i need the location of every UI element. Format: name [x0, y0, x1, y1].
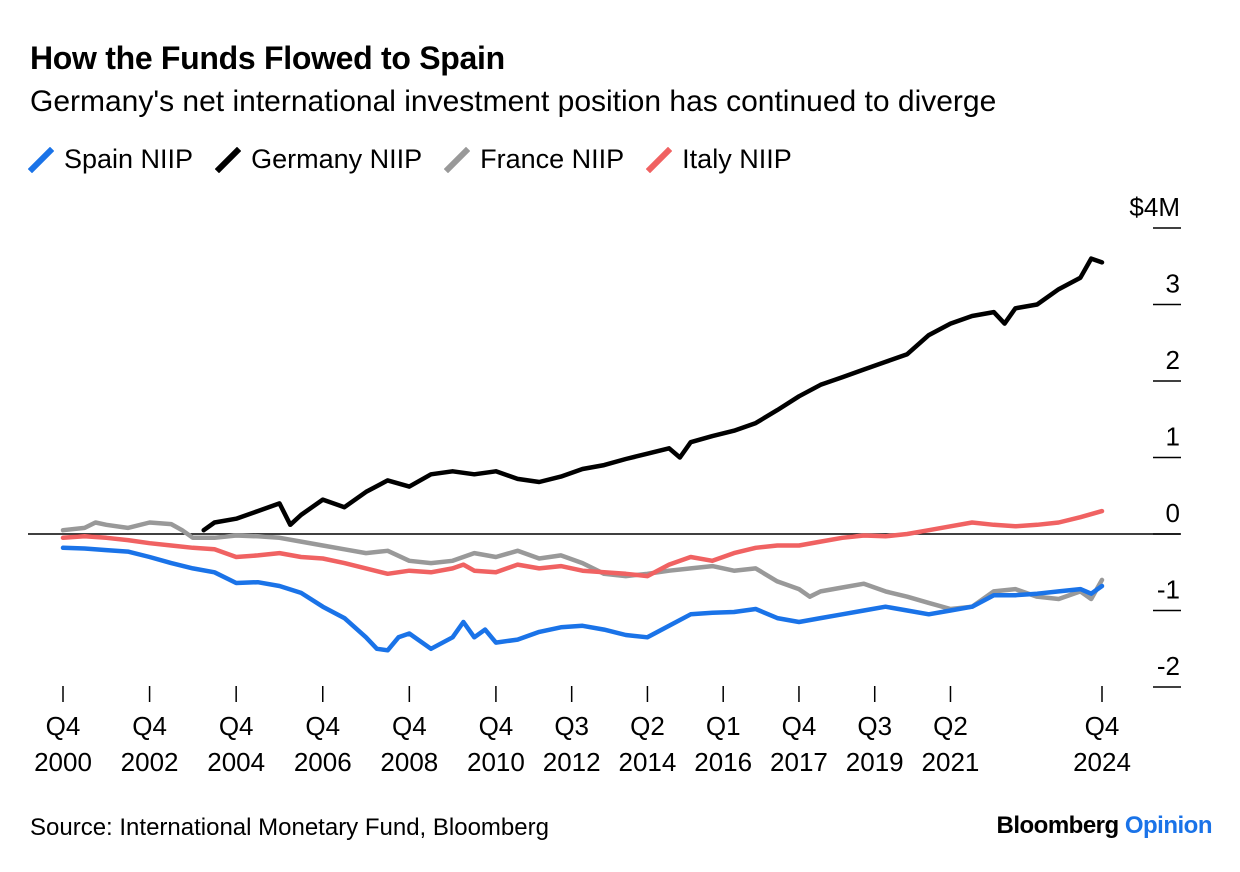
- x-tick-label-line2: 2012: [543, 747, 601, 777]
- x-tick-label-line1: Q1: [706, 711, 741, 741]
- brand-logo: Bloomberg Opinion: [997, 812, 1213, 840]
- x-tick-label-line1: Q4: [479, 711, 514, 741]
- source-note: Source: International Monetary Fund, Blo…: [30, 814, 549, 841]
- x-tick-label-line2: 2019: [846, 747, 904, 777]
- legend-swatch-spain: [28, 146, 54, 173]
- y-tick-label: -2: [1157, 651, 1180, 681]
- legend-swatch-italy: [646, 146, 673, 173]
- series-line-france: [60, 520, 1105, 612]
- x-tick-label-line2: 2014: [619, 747, 677, 777]
- x-tick-label-line1: Q4: [392, 711, 427, 741]
- series-line-germany: [201, 256, 1105, 533]
- x-tick-label-line2: 2010: [467, 747, 525, 777]
- x-tick-label-line1: Q4: [46, 711, 81, 741]
- x-tick-label-line1: Q3: [857, 711, 892, 741]
- x-tick-label-line2: 2016: [694, 747, 752, 777]
- y-tick-label: $4M: [1129, 192, 1180, 222]
- legend-item-spain: Spain NIIP: [28, 144, 193, 175]
- legend-swatch-germany: [215, 146, 242, 173]
- y-tick-label: 3: [1166, 269, 1180, 299]
- x-tick-label-line2: 2002: [121, 747, 179, 777]
- x-tick-label-line1: Q2: [933, 711, 968, 741]
- series-line-spain: [60, 545, 1105, 653]
- brand-suffix: Opinion: [1124, 812, 1213, 839]
- legend-label-france: France NIIP: [480, 144, 625, 174]
- x-tick-label-line1: Q3: [554, 711, 589, 741]
- chart-legend: Spain NIIP Germany NIIP France NIIP Ital…: [28, 144, 814, 175]
- chart-title: How the Funds Flowed to Spain: [30, 40, 505, 76]
- x-tick-label-line1: Q4: [219, 711, 254, 741]
- x-tick-label-line2: 2006: [294, 747, 352, 777]
- chart-subtitle: Germany's net international investment p…: [30, 85, 997, 118]
- x-tick-label-line1: Q4: [132, 711, 167, 741]
- series-line-italy: [60, 508, 1105, 579]
- x-tick-label-line1: Q4: [782, 711, 817, 741]
- x-tick-label-line2: 2004: [207, 747, 265, 777]
- legend-label-italy: Italy NIIP: [682, 144, 792, 174]
- legend-item-france: France NIIP: [444, 144, 624, 175]
- x-tick-label-line1: Q4: [305, 711, 340, 741]
- x-tick-label-line2: 2024: [1073, 747, 1131, 777]
- line-chart: $4M 3 2 1 0 -1 -2 Q4 2000 Q4 2002 Q4 2004 Q4 2006 Q4 200…: [28, 192, 1181, 777]
- x-tick-label-line2: 2017: [770, 747, 828, 777]
- x-tick-label-line2: 2021: [922, 747, 980, 777]
- x-tick-label-line2: 2000: [34, 747, 92, 777]
- y-tick-label: 2: [1166, 345, 1180, 375]
- x-tick-label-line1: Q2: [630, 711, 665, 741]
- legend-item-germany: Germany NIIP: [215, 144, 422, 175]
- legend-swatch-france: [444, 146, 471, 173]
- y-tick-label: 0: [1166, 498, 1180, 528]
- y-tick-label: -1: [1157, 575, 1180, 605]
- legend-label-spain: Spain NIIP: [64, 144, 194, 174]
- x-tick-label-line1: Q4: [1085, 711, 1120, 741]
- y-tick-label: 1: [1166, 422, 1180, 452]
- legend-label-germany: Germany NIIP: [251, 144, 423, 174]
- legend-item-italy: Italy NIIP: [646, 144, 792, 175]
- x-tick-label-line2: 2008: [380, 747, 438, 777]
- brand-name: Bloomberg: [996, 812, 1120, 839]
